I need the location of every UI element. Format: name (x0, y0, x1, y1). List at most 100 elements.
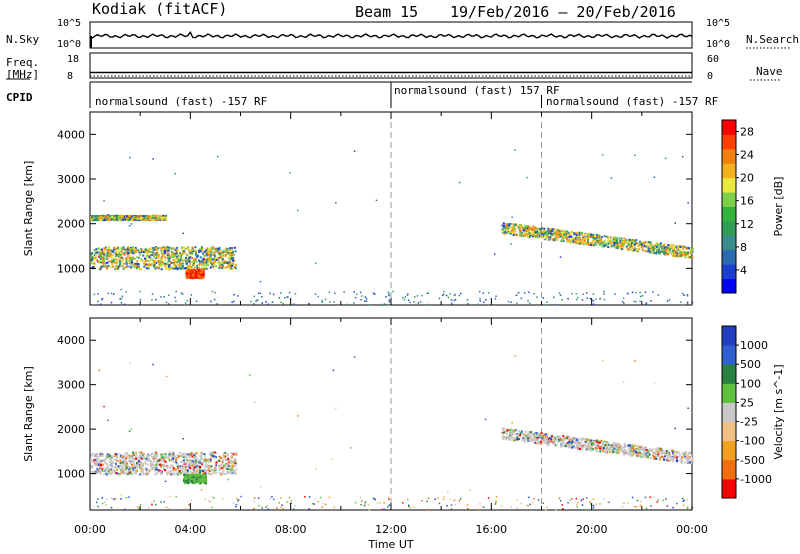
power-noise-cell (567, 298, 569, 300)
power-echo-cell (137, 249, 139, 252)
power-echo-cell (575, 237, 578, 240)
velocity-echo-cell (198, 468, 201, 471)
power-echo-cell (119, 253, 122, 256)
power-echo-cell (143, 262, 146, 265)
velocity-echo-cell (203, 474, 206, 477)
power-echo-cell (531, 227, 534, 230)
velocity-echo-cell (202, 476, 205, 479)
power-echo-cell (596, 235, 599, 238)
power-echo-cell (119, 258, 121, 261)
cpid-segment-3: normalsound (fast) -157 RF (546, 95, 719, 108)
velocity-echo-cell (186, 465, 189, 468)
power-noise-cell (479, 290, 481, 293)
power-echo-cell (649, 241, 652, 244)
power-echo-cell (631, 248, 634, 251)
power-echo-cell (160, 216, 163, 219)
velocity-echo-cell (130, 470, 133, 473)
power-echo-cell (191, 253, 194, 256)
power-echo-cell (597, 241, 600, 244)
power-noise-cell (231, 301, 233, 303)
velocity-echo-cell (663, 451, 666, 454)
velocity-echo-cell (123, 463, 126, 466)
velocity-echo-cell (229, 462, 232, 464)
power-echo-cell (127, 246, 130, 249)
power-echo-cell (194, 272, 197, 275)
velocity-echo-cell (155, 462, 158, 465)
power-noise-cell (284, 297, 286, 299)
power-echo-cell (641, 243, 644, 246)
power-echo-cell (131, 261, 133, 264)
velocity-echo-cell (148, 459, 151, 462)
velocity-echo-cell (199, 480, 202, 483)
power-echo-cell (172, 267, 175, 270)
velocity-echo-cell (222, 454, 225, 457)
velocity-echo-cell (111, 463, 114, 466)
power-echo-cell (115, 262, 118, 264)
power-echo-cell (177, 260, 180, 263)
velocity-echo-cell (231, 460, 234, 463)
power-echo-cell (572, 237, 575, 240)
freq-panel-frame (89, 52, 693, 79)
power-echo-cell (664, 251, 667, 254)
power-echo-cell (608, 239, 611, 242)
power-echo-cell (232, 267, 234, 270)
power-echo-cell (581, 238, 584, 241)
power-echo-cell (149, 250, 152, 253)
power-echo-cell (146, 250, 149, 253)
velocity-echo-cell (561, 443, 564, 446)
velocity-echo-cell (591, 448, 594, 451)
velocity-echo-cell (172, 457, 174, 460)
power-noise-cell (364, 296, 367, 298)
power-echo-cell (129, 266, 132, 269)
power-noise-cell (175, 300, 177, 303)
power-echo-cell (183, 251, 186, 254)
power-echo-cell (160, 259, 163, 262)
power-echo-cell (629, 242, 632, 245)
velocity-echo-cell (609, 450, 612, 453)
velocity-echo-cell (196, 465, 199, 468)
velocity-echo-cell (202, 470, 205, 472)
power-echo-cell (598, 235, 601, 238)
velocity-echo-cell (183, 473, 186, 476)
power-echo-cell (108, 248, 111, 251)
power-echo-cell (205, 254, 208, 257)
power-noise-cell (510, 243, 512, 245)
velocity-echo-cell (214, 469, 217, 471)
velocity-echo-cell (642, 454, 645, 457)
velocity-echo-cell (679, 454, 681, 457)
velocity-echo-cell (188, 461, 191, 463)
velocity-echo-cell (586, 446, 589, 449)
power-echo-cell (132, 257, 135, 260)
velocity-echo-cell (646, 452, 649, 455)
power-echo-cell (219, 261, 222, 264)
power-echo-cell (514, 224, 517, 227)
power-echo-cell (213, 248, 216, 250)
power-noise-cell (592, 293, 595, 295)
power-echo-cell (630, 244, 633, 247)
power-echo-cell (604, 244, 606, 247)
power-echo-cell (179, 253, 182, 256)
power-noise-cell (511, 216, 513, 218)
velocity-echo-cell (197, 479, 200, 482)
power-noise-cell (419, 301, 422, 303)
velocity-echo-cell (180, 455, 183, 457)
power-echo-cell (549, 232, 552, 235)
velocity-echo-cell (146, 463, 149, 466)
power-noise-cell (97, 293, 99, 295)
power-echo-cell (181, 265, 184, 268)
power-echo-cell (671, 252, 674, 255)
power-echo-cell (206, 260, 209, 263)
power-echo-cell (690, 250, 693, 253)
power-echo-cell (544, 238, 547, 241)
power-echo-cell (202, 274, 205, 277)
power-echo-cell (196, 274, 199, 277)
power-noise-cell (691, 301, 694, 304)
velocity-echo-cell (119, 459, 122, 462)
power-echo-cell (117, 254, 120, 257)
power-noise-cell (329, 301, 331, 303)
power-noise-cell (354, 296, 357, 299)
power-echo-cell (654, 252, 657, 255)
power-echo-cell (137, 267, 140, 270)
power-echo-cell (119, 214, 122, 217)
power-noise-cell (119, 298, 121, 300)
